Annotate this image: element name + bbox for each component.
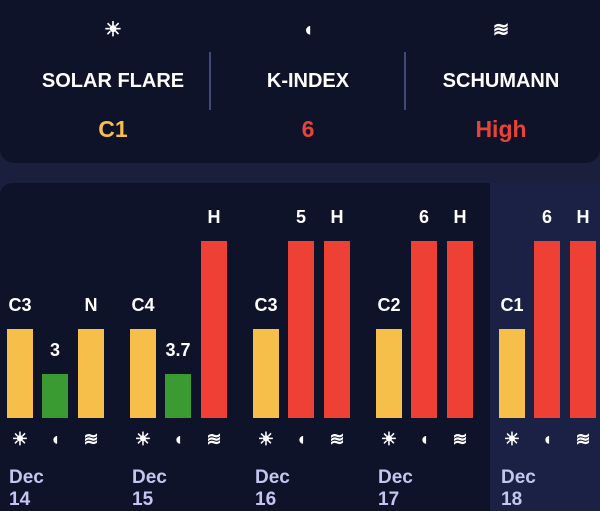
divider xyxy=(404,52,406,110)
waves-icon: ≋ xyxy=(575,429,591,449)
sun-icon: ☀ xyxy=(134,429,152,449)
bar-value-label: C4 xyxy=(131,295,155,315)
schumann-bar xyxy=(201,241,227,418)
magnet-icon: ◖ xyxy=(49,429,61,449)
bar-value-label: 5 xyxy=(295,207,306,227)
sun-icon: ☀ xyxy=(503,429,521,449)
metric-value: High xyxy=(475,116,527,142)
day-date-label: Dec 16 xyxy=(255,467,290,510)
bar-value-label: H xyxy=(207,207,221,227)
solar-flare-bar xyxy=(499,329,525,418)
bar-value-label: C1 xyxy=(500,295,524,315)
metric-value: 6 xyxy=(301,116,315,142)
schumann-bar xyxy=(570,241,596,418)
current-conditions-panel: ☀ SOLAR FLARE C1 ◖ K-INDEX 6 ≋ SCHUMANN … xyxy=(0,0,600,163)
bar-value-label: H xyxy=(453,207,467,227)
schumann-bar xyxy=(78,329,104,418)
magnet-icon: ◖ xyxy=(418,429,430,449)
magnet-icon: ◖ xyxy=(295,429,307,449)
magnet-icon: ◖ xyxy=(172,429,184,449)
bar-value-label: N xyxy=(84,295,98,315)
solar-flare-bar xyxy=(130,329,156,418)
metric-label: SCHUMANN xyxy=(442,70,560,92)
magnet-icon: ◖ xyxy=(541,429,553,449)
day-date-label: Dec 18 xyxy=(501,467,536,510)
bar-value-label: 3 xyxy=(49,340,60,360)
sun-icon: ☀ xyxy=(257,429,275,449)
k-index-bar xyxy=(288,241,314,418)
metric-label: K-INDEX xyxy=(266,70,350,92)
waves-icon: ≋ xyxy=(492,19,510,41)
day-date-label: Dec 14 xyxy=(9,467,44,510)
schumann-bar xyxy=(324,241,350,418)
bar-value-label: C2 xyxy=(377,295,401,315)
k-index-bar xyxy=(42,374,68,418)
bar-value-label: 3.7 xyxy=(165,340,191,360)
sun-icon: ☀ xyxy=(104,19,122,41)
schumann-bar xyxy=(447,241,473,418)
magnet-icon: ◖ xyxy=(301,19,315,41)
bar-value-label: H xyxy=(330,207,344,227)
waves-icon: ≋ xyxy=(206,429,222,449)
metric-value: C1 xyxy=(98,116,128,142)
bar-value-label: C3 xyxy=(8,295,32,315)
sun-icon: ☀ xyxy=(380,429,398,449)
day-date-label: Dec 17 xyxy=(378,467,413,510)
solar-flare-bar xyxy=(7,329,33,418)
bar-value-label: C3 xyxy=(254,295,278,315)
sun-icon: ☀ xyxy=(11,429,29,449)
waves-icon: ≋ xyxy=(452,429,468,449)
day-date-label: Dec 15 xyxy=(132,467,167,510)
bar-value-label: 6 xyxy=(541,207,552,227)
solar-flare-bar xyxy=(253,329,279,418)
divider xyxy=(209,52,211,110)
forecast-chart: C3 ☀ 3 ◖ N ≋ Dec 14 C4 ☀ 3.7 ◖ H ≋ Dec 15 C3 ☀ 5 ◖ H ≋ Dec 1… xyxy=(0,183,600,511)
k-index-bar xyxy=(534,241,560,418)
bar-value-label: H xyxy=(576,207,590,227)
metric-label: SOLAR FLARE xyxy=(41,70,185,92)
k-index-bar xyxy=(165,374,191,418)
bar-value-label: 6 xyxy=(418,207,429,227)
k-index-bar xyxy=(411,241,437,418)
solar-flare-bar xyxy=(376,329,402,418)
waves-icon: ≋ xyxy=(329,429,345,449)
waves-icon: ≋ xyxy=(83,429,99,449)
